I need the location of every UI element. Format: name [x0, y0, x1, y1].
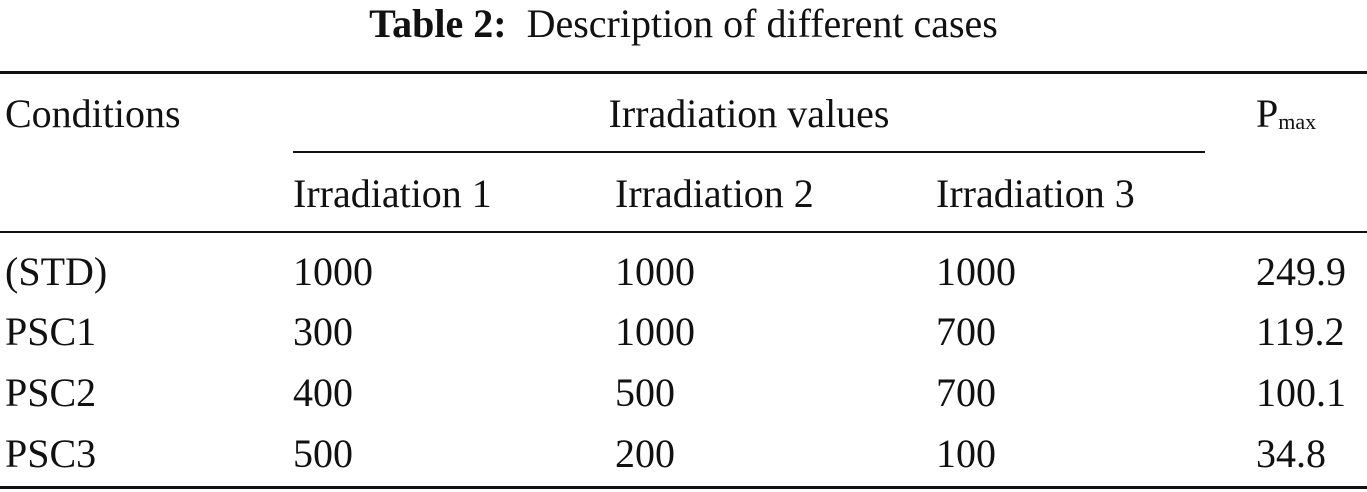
cell: 700	[936, 309, 996, 354]
bottom-rule	[0, 486, 1367, 489]
cell: 700	[936, 370, 996, 415]
subheader-cell: Irradiation 2	[615, 171, 814, 216]
caption-text: Description of different cases	[526, 1, 998, 46]
row-label: PSC2	[5, 370, 97, 415]
header-subscript: max	[1278, 109, 1317, 134]
row-label: PSC3	[5, 431, 97, 476]
cell: 1000	[293, 249, 373, 294]
cell: 1000	[615, 249, 695, 294]
header-cell: Conditions	[5, 91, 181, 136]
row-label: (STD)	[5, 249, 108, 294]
cell: 1000	[936, 249, 1016, 294]
cell: 34.8	[1256, 431, 1326, 476]
caption-label: Table 2:	[369, 1, 507, 46]
cell: 500	[293, 431, 353, 476]
header-rule	[0, 231, 1367, 233]
subheader-cell: Irradiation 1	[293, 171, 492, 216]
group-rule	[293, 151, 1205, 153]
header-text: P	[1256, 91, 1279, 136]
subheader-cell: Irradiation 3	[936, 171, 1135, 216]
header-cell: Pmax	[1256, 94, 1316, 134]
row-label: PSC1	[5, 309, 97, 354]
cell: 300	[293, 309, 353, 354]
cell: 100	[936, 431, 996, 476]
cell: 1000	[615, 309, 695, 354]
top-rule	[0, 71, 1367, 74]
cell: 200	[615, 431, 675, 476]
cell: 500	[615, 370, 675, 415]
cell: 100.1	[1256, 370, 1346, 415]
cell: 400	[293, 370, 353, 415]
header-cell: Irradiation values	[608, 91, 890, 136]
cell: 119.2	[1256, 309, 1345, 354]
caption: Table 2: Description of different cases	[0, 4, 1367, 44]
cell: 249.9	[1256, 249, 1346, 294]
